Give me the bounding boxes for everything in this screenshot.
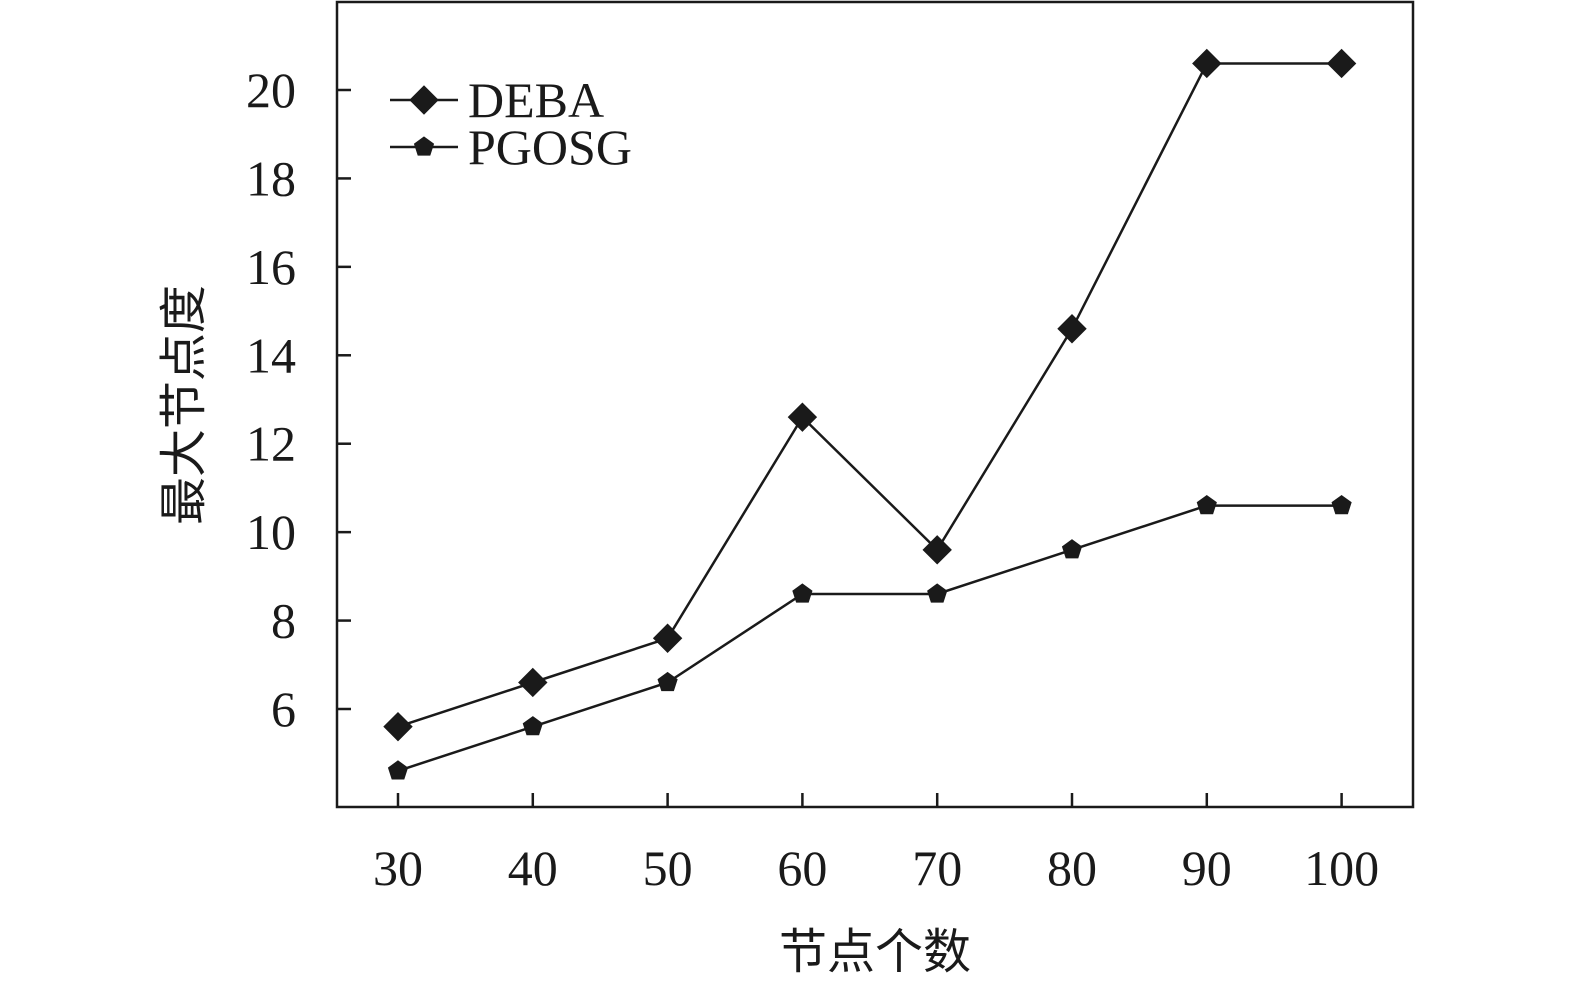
deba-point [787, 402, 818, 432]
deba-point [922, 535, 952, 565]
pgosg-point [387, 760, 409, 780]
y-tick-label: 20 [246, 62, 296, 118]
series-pgosg [387, 494, 1352, 780]
y-tick-label: 16 [246, 239, 296, 295]
deba-point [1057, 314, 1087, 344]
pgosg-line [397, 504, 1342, 773]
series-deba [383, 48, 1357, 742]
legend-label: DEBA [468, 72, 604, 128]
deba-point [1192, 48, 1222, 79]
y-axis: 6 8 10 12 14 16 18 20 [246, 62, 351, 737]
pgosg-point [522, 716, 543, 736]
pgosg-point [1331, 494, 1352, 515]
x-tick-label: 100 [1304, 840, 1379, 896]
y-tick-label: 18 [246, 150, 296, 206]
pgosg-point [1061, 539, 1083, 559]
y-tick-label: 6 [271, 681, 296, 737]
deba-line [397, 62, 1342, 728]
x-tick-label: 50 [643, 840, 693, 896]
y-tick-label: 14 [246, 327, 296, 383]
x-axis-label: 节点个数 [779, 924, 971, 980]
x-tick-label: 30 [373, 840, 423, 896]
deba-point [652, 623, 683, 653]
legend-label: PGOSG [468, 119, 632, 175]
plot-frame [335, 0, 1415, 809]
x-tick-label: 90 [1182, 840, 1232, 896]
deba-point [1326, 48, 1357, 79]
legend-marker [409, 85, 439, 115]
deba-point [383, 711, 413, 742]
y-tick-label: 10 [246, 504, 296, 560]
x-tick-label: 70 [912, 840, 962, 896]
x-tick-label: 60 [777, 840, 827, 896]
y-tick-label: 8 [271, 593, 296, 649]
series-layer [383, 48, 1357, 780]
pgosg-point [792, 583, 813, 603]
pgosg-point [1196, 494, 1217, 515]
x-axis: 30 40 50 60 70 80 90 100 [373, 793, 1379, 896]
deba-point [518, 667, 548, 698]
legend-marker [413, 136, 435, 156]
x-tick-label: 80 [1047, 840, 1097, 896]
y-tick-label: 12 [246, 416, 296, 472]
pgosg-point [927, 583, 948, 603]
y-axis-label: 最大节点度 [156, 285, 212, 525]
x-tick-label: 40 [508, 840, 558, 896]
pgosg-point [657, 671, 678, 692]
